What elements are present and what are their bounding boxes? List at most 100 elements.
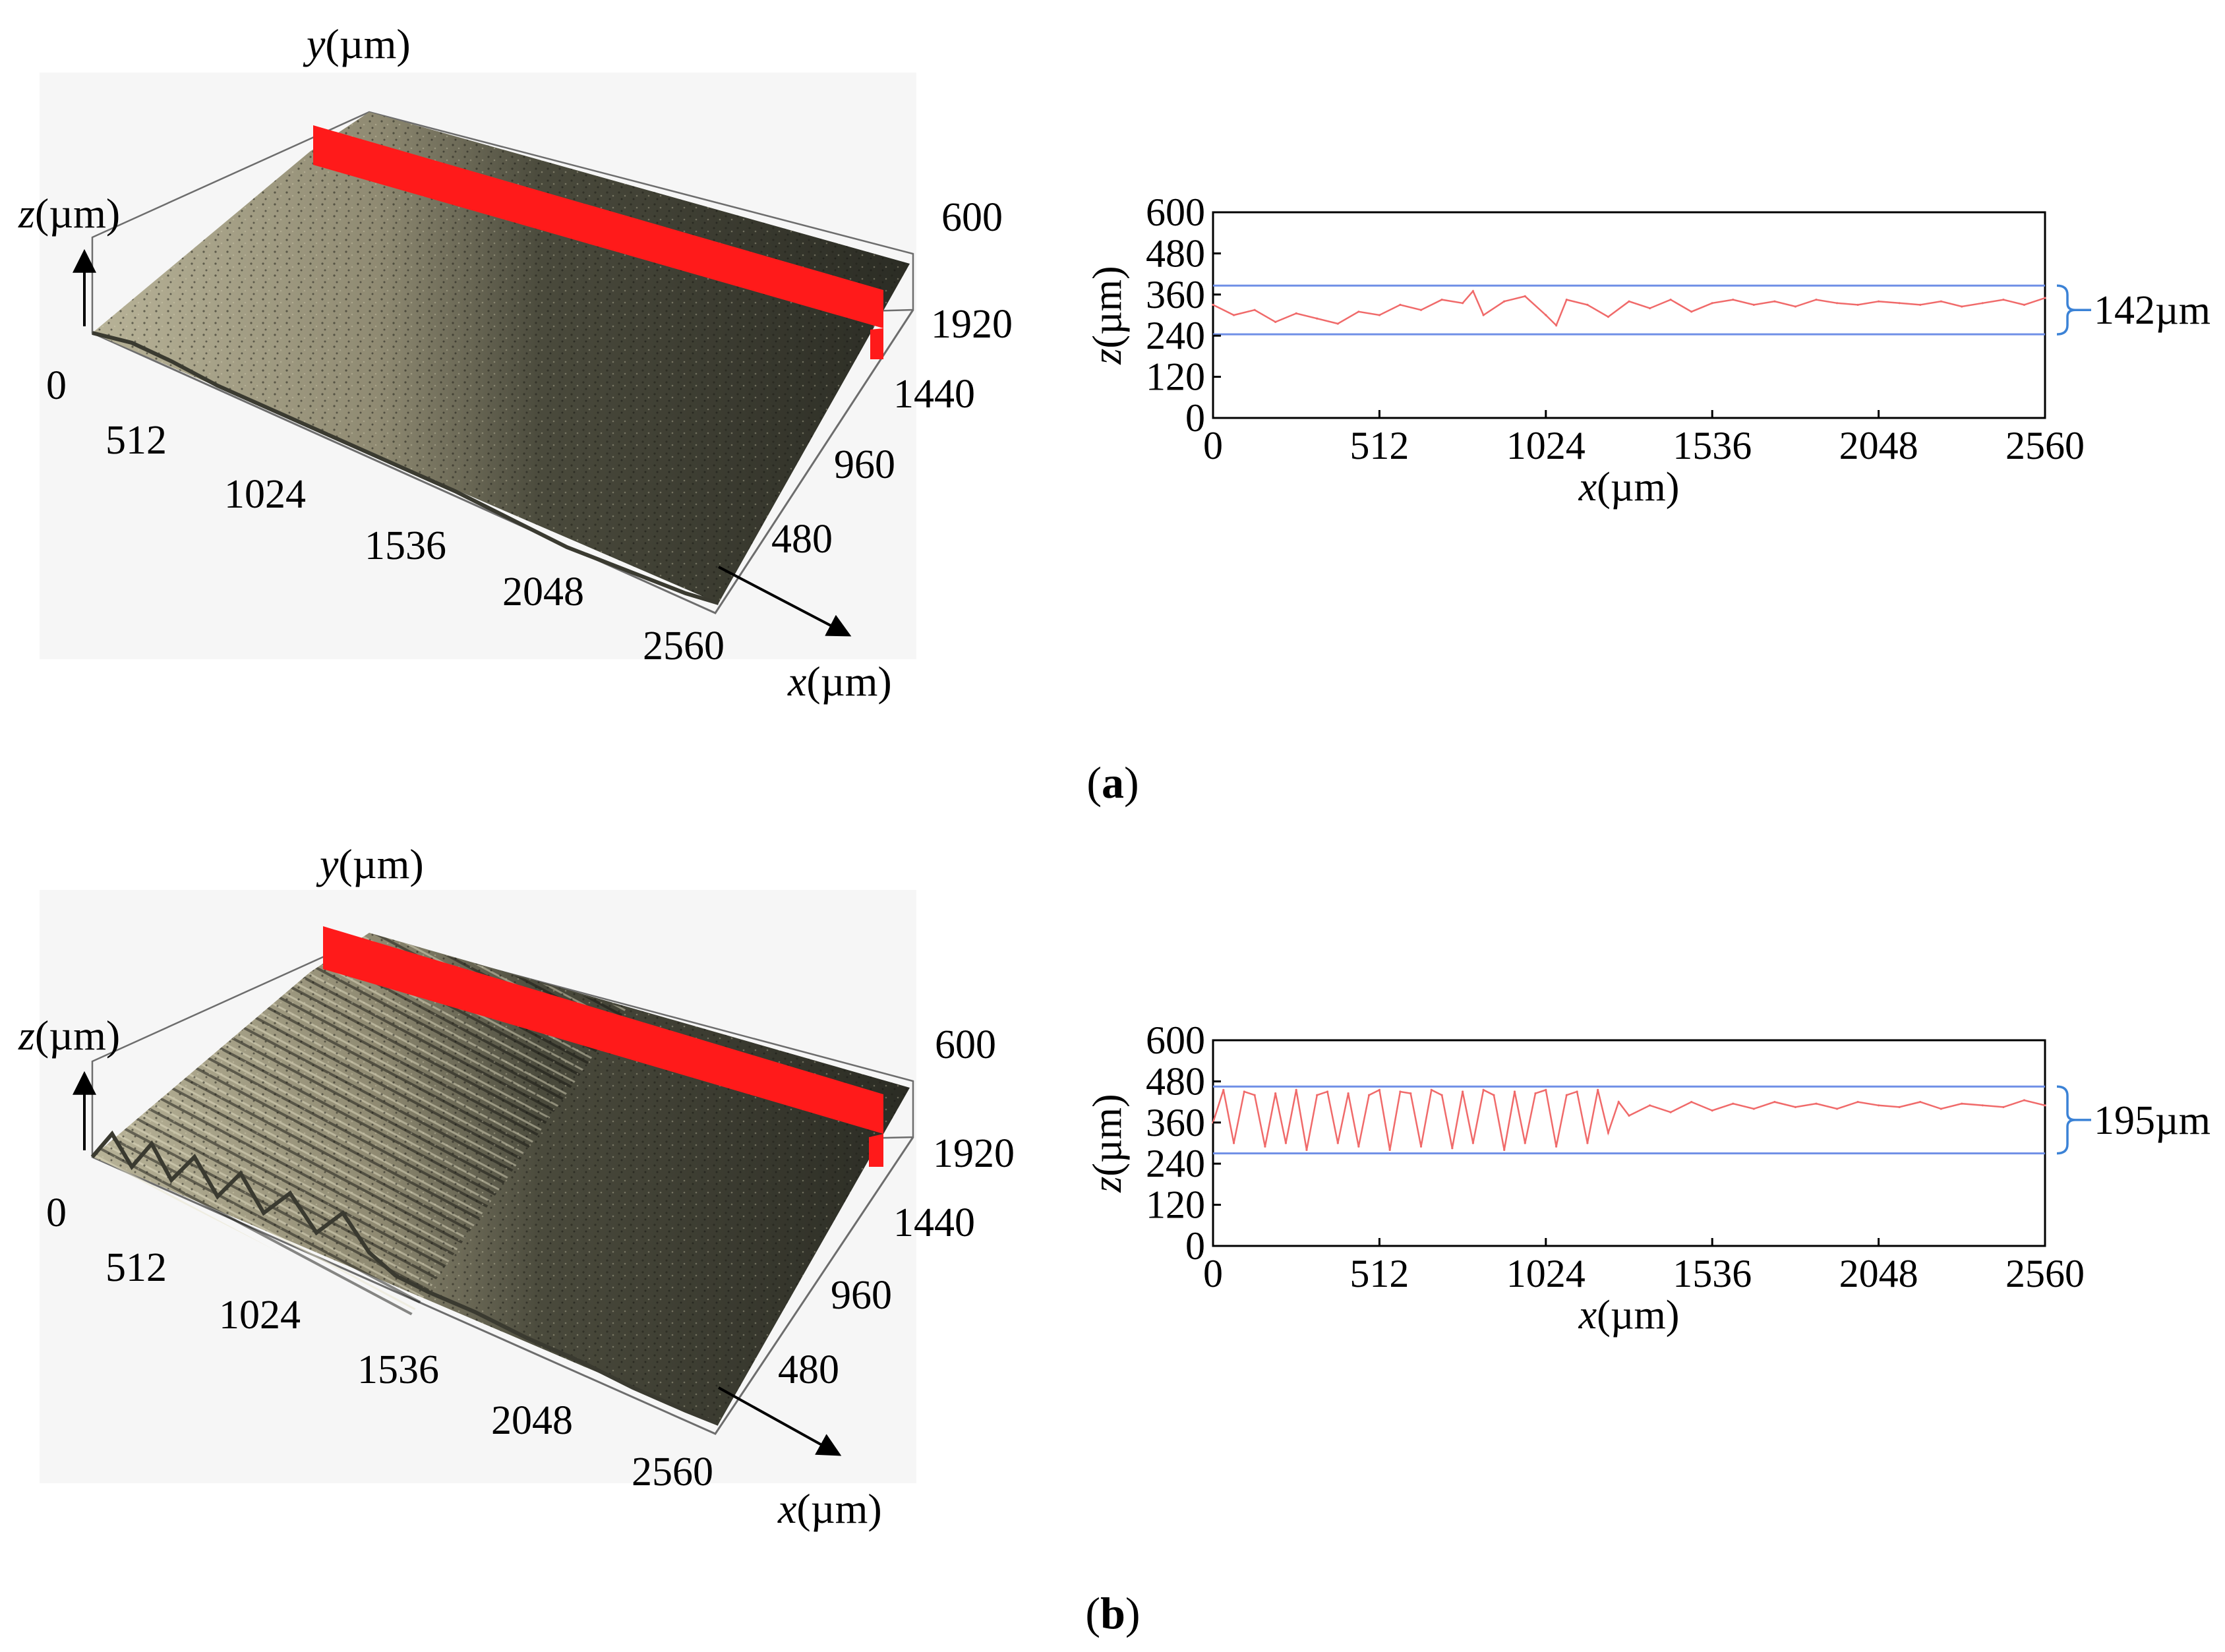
profile-point bbox=[1284, 1142, 1288, 1144]
profile-chart-b: 0 512 1024 1536 2048 25600120240360480600x(µm… bbox=[1085, 1018, 2210, 1338]
y-tick-label: 120 bbox=[1146, 1183, 1205, 1227]
profile-point bbox=[2002, 1106, 2005, 1108]
profile-point bbox=[1773, 1101, 1776, 1104]
profile-point bbox=[2023, 1099, 2026, 1102]
profile-point bbox=[1243, 1090, 1245, 1093]
profile-point bbox=[1981, 302, 1984, 305]
profile-point bbox=[1430, 1088, 1433, 1091]
profile-point bbox=[1462, 1090, 1464, 1093]
profile-point bbox=[1690, 1101, 1693, 1104]
profile-point bbox=[1471, 1142, 1474, 1144]
profile-point bbox=[1878, 1104, 1880, 1107]
profile-point bbox=[1940, 1107, 1942, 1110]
profile-point bbox=[1815, 1102, 1818, 1105]
profile-point bbox=[1628, 300, 1630, 303]
profile-point bbox=[1961, 305, 1963, 308]
x-tick: 512 bbox=[105, 418, 167, 463]
profile-point bbox=[1752, 1107, 1755, 1110]
profile-point bbox=[1835, 1107, 1839, 1110]
x-tick: 2048 bbox=[491, 1398, 573, 1443]
caption-open: ( bbox=[1085, 1588, 1100, 1638]
x-axis-var: x bbox=[1578, 465, 1597, 510]
x-axis-var: x bbox=[1578, 1293, 1597, 1338]
x-tick-label: 0 bbox=[1203, 1252, 1223, 1295]
x-tick-label: 1024 bbox=[1506, 424, 1586, 467]
profile-point bbox=[1856, 303, 1859, 306]
profile-point bbox=[1732, 1102, 1735, 1105]
y-tick: 1920 bbox=[933, 1131, 1015, 1176]
x-axis-var: x bbox=[777, 1485, 796, 1532]
profile-point bbox=[1295, 312, 1297, 314]
profile-point bbox=[1419, 309, 1423, 311]
profile-point bbox=[1752, 303, 1755, 306]
x-tick-label: 512 bbox=[1350, 1252, 1409, 1295]
section-plane bbox=[313, 125, 883, 328]
plot-frame bbox=[1212, 1039, 2046, 1247]
y-tick-label: 0 bbox=[1185, 396, 1205, 440]
profile-point bbox=[1368, 1094, 1371, 1096]
profile-point bbox=[1232, 314, 1235, 316]
y-tick: 1440 bbox=[893, 1200, 975, 1245]
caption-close: ) bbox=[1124, 757, 1139, 808]
x-tick: 2560 bbox=[632, 1450, 713, 1494]
profile-point bbox=[1586, 303, 1589, 306]
profile-point bbox=[1648, 307, 1651, 310]
y-tick-label: 360 bbox=[1146, 273, 1205, 316]
x-tick-label: 1536 bbox=[1673, 424, 1752, 467]
profile-point bbox=[1607, 1131, 1610, 1134]
profile-point bbox=[1336, 322, 1339, 325]
profile-point bbox=[1253, 309, 1256, 311]
y-tick: 960 bbox=[831, 1273, 892, 1318]
profile-point bbox=[1617, 1101, 1620, 1104]
z-axis-var: z bbox=[18, 190, 35, 237]
profile-point bbox=[1732, 299, 1735, 301]
y-tick-label: 480 bbox=[1146, 231, 1205, 275]
profile-point bbox=[1274, 1092, 1277, 1095]
x-tick: 2560 bbox=[643, 624, 725, 668]
y-tick-label: 480 bbox=[1146, 1059, 1205, 1103]
z-axis-unit: (µm) bbox=[35, 1012, 120, 1059]
z-top-tick: 600 bbox=[935, 1022, 996, 1067]
x-tick-label: 2560 bbox=[2005, 1252, 2085, 1295]
z-axis-label: z(µm) bbox=[18, 190, 120, 237]
profile-point bbox=[1555, 324, 1558, 327]
profile-point bbox=[1222, 1088, 1225, 1091]
profile-point bbox=[2002, 299, 2005, 301]
profile-point bbox=[1378, 314, 1380, 316]
x-tick: 0 bbox=[46, 363, 67, 408]
profile-point bbox=[1545, 1088, 1547, 1091]
x-axis-unit: (µm) bbox=[1597, 465, 1679, 510]
y-tick-label: 600 bbox=[1146, 191, 1205, 234]
surface-3d-plot-a: y(µm) z(µm) x(µm) 600 1920 1440 960 480 … bbox=[18, 20, 1013, 705]
x-axis-var: x bbox=[787, 658, 806, 705]
x-tick-label: 1536 bbox=[1673, 1252, 1752, 1295]
x-axis-label: x(µm) bbox=[777, 1485, 882, 1532]
profile-point bbox=[1919, 1101, 1922, 1104]
x-tick: 1024 bbox=[224, 472, 306, 517]
profile-point bbox=[1981, 1104, 1984, 1107]
profile-point bbox=[1378, 1088, 1380, 1091]
profile-point bbox=[1898, 302, 1901, 305]
section-plane-side bbox=[870, 328, 883, 359]
x-tick-label: 2048 bbox=[1839, 424, 1918, 467]
profile-point bbox=[1471, 290, 1474, 293]
profile-point bbox=[1919, 303, 1922, 306]
profile-point bbox=[1419, 1145, 1423, 1148]
profile-point bbox=[1576, 1090, 1578, 1093]
y-tick-label: 120 bbox=[1146, 355, 1205, 399]
caption-letter: b bbox=[1100, 1588, 1125, 1638]
profile-point bbox=[1711, 302, 1713, 305]
surface-front-edge bbox=[90, 1130, 720, 1426]
x-axis-unit: (µm) bbox=[796, 1485, 881, 1532]
profile-point bbox=[1482, 314, 1485, 316]
z-top-tick: 600 bbox=[941, 195, 1003, 240]
profile-point bbox=[1347, 1092, 1350, 1095]
z-axis-var: z bbox=[18, 1012, 35, 1059]
x-axis-unit: (µm) bbox=[1597, 1293, 1679, 1338]
panel-a: y(µm) z(µm) x(µm) 600 1920 1440 960 480 … bbox=[18, 20, 2210, 808]
y-tick-label: 360 bbox=[1146, 1101, 1205, 1144]
profile-point bbox=[1305, 1148, 1308, 1151]
profile-point bbox=[1503, 1148, 1506, 1151]
profile-point bbox=[1607, 316, 1610, 318]
profile-point bbox=[1555, 1145, 1558, 1148]
